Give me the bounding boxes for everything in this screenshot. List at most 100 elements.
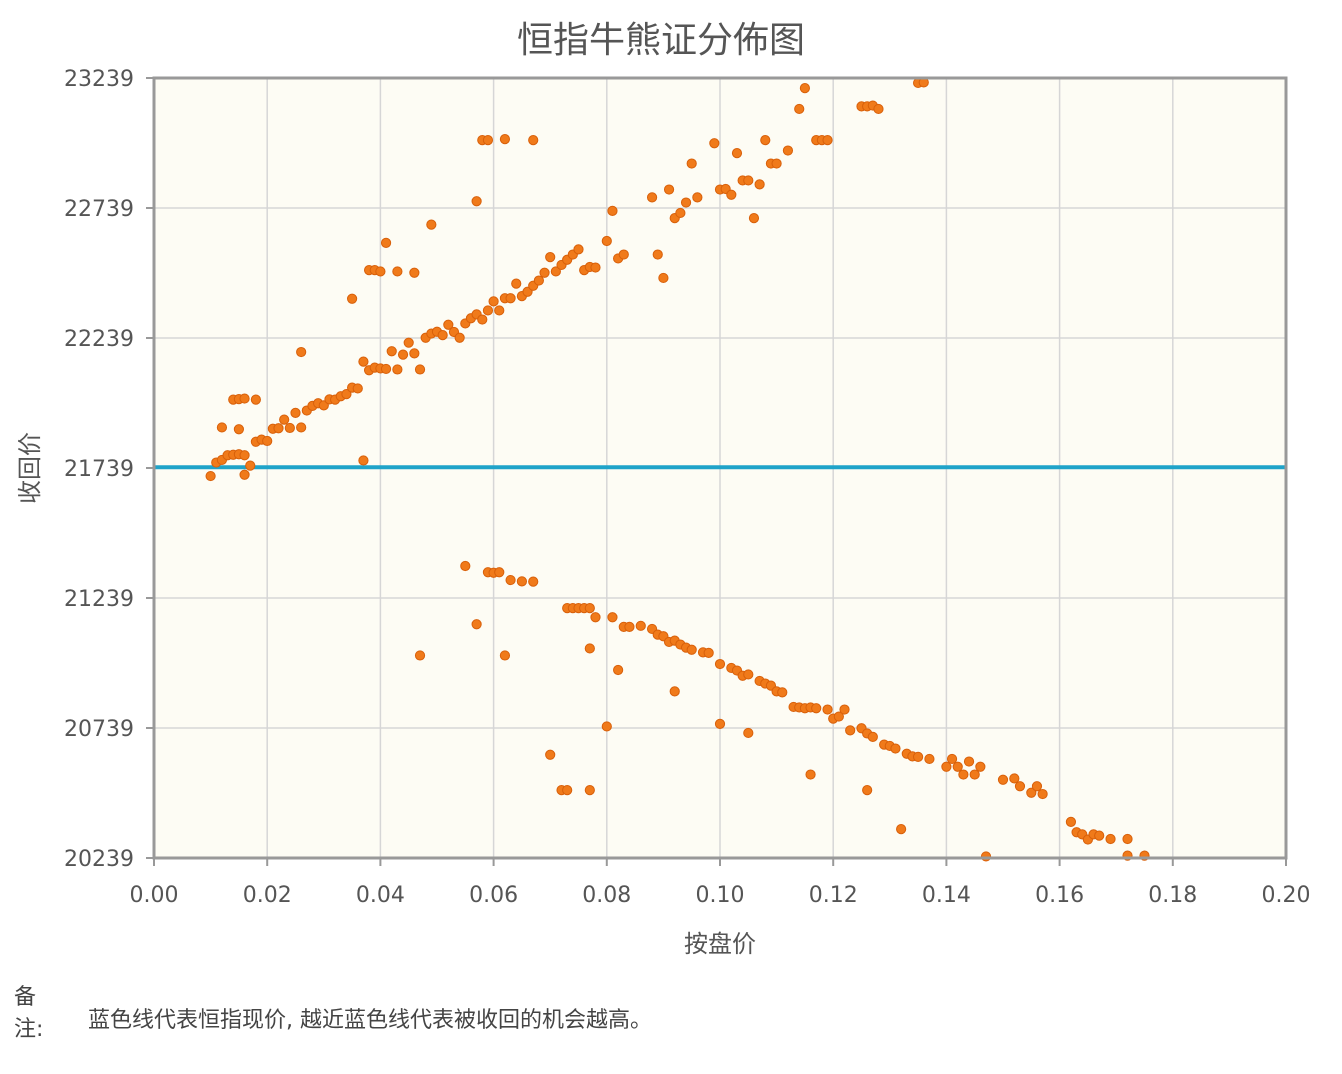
data-point bbox=[969, 769, 980, 780]
data-point bbox=[646, 192, 658, 203]
data-point bbox=[686, 158, 697, 169]
x-tick-label: 0.06 bbox=[469, 883, 518, 908]
data-point bbox=[392, 364, 403, 375]
data-point bbox=[471, 196, 482, 207]
data-point bbox=[590, 612, 601, 623]
data-point bbox=[511, 278, 522, 289]
data-point bbox=[709, 138, 720, 149]
data-point bbox=[618, 249, 629, 260]
data-point bbox=[239, 393, 250, 404]
data-point bbox=[499, 134, 511, 145]
data-point bbox=[613, 664, 624, 676]
data-point bbox=[397, 349, 409, 360]
data-point bbox=[358, 455, 369, 466]
data-point bbox=[590, 262, 601, 273]
x-tick-label: 0.14 bbox=[922, 883, 971, 908]
data-point bbox=[403, 337, 414, 348]
data-point bbox=[777, 687, 788, 698]
y-tick-label: 23239 bbox=[64, 67, 134, 92]
data-point bbox=[584, 643, 595, 654]
data-point bbox=[262, 435, 273, 447]
x-tick-label: 0.08 bbox=[582, 883, 631, 908]
data-point bbox=[380, 363, 392, 375]
data-point bbox=[233, 424, 244, 435]
data-point bbox=[279, 414, 290, 425]
data-point bbox=[714, 718, 726, 729]
data-point bbox=[1014, 781, 1026, 792]
data-point bbox=[607, 205, 618, 216]
data-point bbox=[845, 725, 856, 736]
data-point bbox=[703, 647, 714, 658]
data-point bbox=[726, 189, 737, 200]
data-point bbox=[743, 175, 754, 186]
data-point bbox=[1031, 781, 1043, 792]
data-point bbox=[963, 756, 975, 767]
x-tick-label: 0.18 bbox=[1148, 883, 1197, 908]
data-point bbox=[528, 576, 539, 587]
data-point bbox=[386, 346, 397, 357]
x-tick-label: 0.02 bbox=[243, 883, 292, 908]
data-point bbox=[924, 753, 935, 765]
data-point bbox=[505, 293, 516, 304]
x-tick-label: 0.04 bbox=[356, 883, 405, 908]
data-point bbox=[754, 179, 765, 190]
data-point bbox=[584, 785, 595, 796]
data-point bbox=[239, 450, 250, 461]
data-point bbox=[680, 197, 692, 208]
data-point bbox=[375, 266, 386, 277]
data-point bbox=[341, 389, 352, 400]
data-point bbox=[358, 356, 369, 367]
data-point bbox=[873, 103, 884, 115]
data-point bbox=[1094, 830, 1105, 841]
data-point bbox=[488, 296, 499, 307]
data-point bbox=[748, 213, 760, 224]
data-point bbox=[946, 753, 958, 765]
data-point bbox=[290, 407, 301, 418]
data-point bbox=[601, 721, 612, 732]
data-point bbox=[822, 704, 833, 715]
data-point bbox=[528, 135, 539, 146]
data-point bbox=[392, 266, 403, 277]
data-point bbox=[822, 135, 833, 146]
data-point bbox=[205, 470, 216, 482]
x-tick-label: 0.20 bbox=[1262, 883, 1311, 908]
data-point bbox=[562, 785, 573, 796]
y-tick-label: 22739 bbox=[64, 197, 134, 222]
data-point bbox=[760, 135, 771, 146]
data-point bbox=[980, 851, 992, 862]
data-point bbox=[352, 383, 363, 394]
data-points bbox=[205, 77, 1150, 862]
x-tick-label: 0.16 bbox=[1035, 883, 1084, 908]
data-point bbox=[245, 460, 256, 471]
data-point bbox=[516, 576, 528, 587]
data-point bbox=[663, 184, 675, 195]
data-point bbox=[426, 219, 437, 230]
data-point bbox=[494, 567, 505, 578]
data-point bbox=[584, 603, 595, 614]
data-point bbox=[460, 560, 471, 572]
data-point bbox=[794, 103, 805, 115]
chart: 恒指牛熊证分佈图 0.00 0.02 0.04 0.06 0.08 0.10 0.12 0.1… bbox=[16, 20, 1311, 958]
data-point bbox=[669, 686, 680, 697]
data-point bbox=[675, 207, 686, 219]
data-point bbox=[539, 267, 550, 278]
data-point bbox=[284, 422, 295, 434]
data-point bbox=[896, 824, 907, 835]
data-point bbox=[380, 237, 392, 248]
note-label: 备注: bbox=[14, 985, 44, 1042]
x-axis-ticks: 0.00 0.02 0.04 0.06 0.08 0.10 0.12 0.14 0.16 0.18… bbox=[130, 858, 1311, 908]
data-point bbox=[494, 305, 505, 316]
note-text: 蓝色线代表恒指现价, 越近蓝色线代表被收回的机会越高。 bbox=[88, 1008, 652, 1033]
data-point bbox=[743, 727, 754, 739]
data-point bbox=[414, 650, 426, 661]
data-point bbox=[805, 769, 816, 780]
data-point bbox=[216, 422, 228, 433]
data-point bbox=[545, 749, 556, 760]
data-point bbox=[1065, 816, 1077, 827]
data-point bbox=[296, 346, 307, 358]
data-point bbox=[347, 293, 358, 304]
data-point bbox=[958, 769, 969, 780]
data-point bbox=[799, 83, 811, 94]
data-point bbox=[296, 422, 307, 433]
x-tick-label: 0.00 bbox=[130, 883, 179, 908]
